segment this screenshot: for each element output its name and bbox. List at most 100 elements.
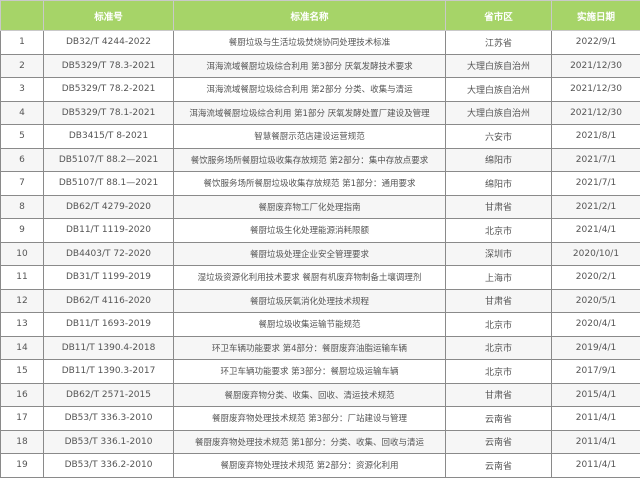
effective-date: 2015/4/1 — [551, 382, 640, 407]
region: 甘肃省 — [445, 194, 552, 219]
header-standard-number: 标准号 — [43, 0, 174, 31]
standard-name: 餐饮服务场所餐厨垃圾收集存放规范 第2部分：集中存放点要求 — [173, 147, 446, 172]
standard-name: 湿垃圾资源化利用技术要求 餐厨有机废弃物制备土壤调理剂 — [173, 265, 446, 290]
table-row: 10 DB4403/T 72-2020 餐厨垃圾处理企业安全管理要求 深圳市 2020/… — [0, 241, 640, 266]
region: 北京市 — [445, 218, 552, 243]
region: 大理白族自治州 — [445, 53, 552, 78]
standard-number: DB5329/T 78.3-2021 — [43, 53, 174, 78]
standard-name: 餐厨废弃物处理技术规范 第2部分：资源化利用 — [173, 453, 446, 478]
region: 北京市 — [445, 359, 552, 384]
standard-name: 餐厨废弃物处理技术规范 第3部分：厂站建设与管理 — [173, 406, 446, 431]
standard-number: DB11/T 1390.3-2017 — [43, 359, 174, 384]
row-index: 4 — [0, 100, 44, 125]
standard-name: 餐厨垃圾厌氧消化处理技术规程 — [173, 288, 446, 313]
standard-number: DB53/T 336.3-2010 — [43, 406, 174, 431]
region: 绵阳市 — [445, 147, 552, 172]
effective-date: 2020/5/1 — [551, 288, 640, 313]
table-body: 1 DB32/T 4244-2022 餐厨垃圾与生活垃圾焚烧协同处理技术标准 江苏省 2… — [0, 30, 640, 478]
table-row: 11 DB31/T 1199-2019 湿垃圾资源化利用技术要求 餐厨有机废弃物制备… — [0, 265, 640, 290]
effective-date: 2021/12/30 — [551, 77, 640, 102]
standard-number: DB3415/T 8-2021 — [43, 124, 174, 149]
region: 甘肃省 — [445, 288, 552, 313]
row-index: 18 — [0, 429, 44, 454]
row-index: 8 — [0, 194, 44, 219]
table-row: 18 DB53/T 336.1-2010 餐厨废弃物处理技术规范 第1部分：分类、收… — [0, 429, 640, 454]
region: 深圳市 — [445, 241, 552, 266]
standard-number: DB5107/T 88.1—2021 — [43, 171, 174, 196]
standard-number: DB62/T 2571-2015 — [43, 382, 174, 407]
table-row: 14 DB11/T 1390.4-2018 环卫车辆功能要求 第4部分：餐厨废弃油脂… — [0, 335, 640, 360]
table-row: 8 DB62/T 4279-2020 餐厨废弃物工厂化处理指南 甘肃省 2021/2/1 — [0, 194, 640, 219]
row-index: 14 — [0, 335, 44, 360]
region: 上海市 — [445, 265, 552, 290]
standard-number: DB53/T 336.1-2010 — [43, 429, 174, 454]
region: 六安市 — [445, 124, 552, 149]
standard-name: 餐厨垃圾生化处理能源消耗限额 — [173, 218, 446, 243]
row-index: 2 — [0, 53, 44, 78]
standard-name: 洱海流域餐厨垃圾综合利用 第1部分 厌氧发酵处置厂建设及管理 — [173, 100, 446, 125]
standard-name: 餐饮服务场所餐厨垃圾收集存放规范 第1部分：通用要求 — [173, 171, 446, 196]
row-index: 17 — [0, 406, 44, 431]
region: 大理白族自治州 — [445, 100, 552, 125]
standard-name: 智慧餐厨示范店建设运营规范 — [173, 124, 446, 149]
effective-date: 2022/9/1 — [551, 30, 640, 55]
row-index: 11 — [0, 265, 44, 290]
effective-date: 2011/4/1 — [551, 453, 640, 478]
region: 云南省 — [445, 429, 552, 454]
standard-number: DB5329/T 78.1-2021 — [43, 100, 174, 125]
header-region: 省市区 — [445, 0, 552, 31]
row-index: 15 — [0, 359, 44, 384]
standard-number: DB31/T 1199-2019 — [43, 265, 174, 290]
standard-name: 洱海流域餐厨垃圾综合利用 第3部分 厌氧发酵技术要求 — [173, 53, 446, 78]
row-index: 12 — [0, 288, 44, 313]
table-row: 19 DB53/T 336.2-2010 餐厨废弃物处理技术规范 第2部分：资源化利… — [0, 453, 640, 478]
standard-number: DB53/T 336.2-2010 — [43, 453, 174, 478]
row-index: 16 — [0, 382, 44, 407]
effective-date: 2021/12/30 — [551, 53, 640, 78]
header-standard-name: 标准名称 — [173, 0, 446, 31]
header-effective-date: 实施日期 — [551, 0, 640, 31]
table-row: 3 DB5329/T 78.2-2021 洱海流域餐厨垃圾综合利用 第2部分 分类、… — [0, 77, 640, 102]
row-index: 13 — [0, 312, 44, 337]
row-index: 1 — [0, 30, 44, 55]
table-row: 17 DB53/T 336.3-2010 餐厨废弃物处理技术规范 第3部分：厂站建设… — [0, 406, 640, 431]
row-index: 19 — [0, 453, 44, 478]
region: 江苏省 — [445, 30, 552, 55]
effective-date: 2020/4/1 — [551, 312, 640, 337]
effective-date: 2011/4/1 — [551, 429, 640, 454]
standard-name: 餐厨废弃物处理技术规范 第1部分：分类、收集、回收与清运 — [173, 429, 446, 454]
standard-number: DB11/T 1693-2019 — [43, 312, 174, 337]
region: 绵阳市 — [445, 171, 552, 196]
table-row: 6 DB5107/T 88.2—2021 餐饮服务场所餐厨垃圾收集存放规范 第2部分… — [0, 147, 640, 172]
table-row: 16 DB62/T 2571-2015 餐厨废弃物分类、收集、回收、清运技术规范 甘肃… — [0, 382, 640, 407]
standard-number: DB5107/T 88.2—2021 — [43, 147, 174, 172]
table-row: 9 DB11/T 1119-2020 餐厨垃圾生化处理能源消耗限额 北京市 2021/4… — [0, 218, 640, 243]
table-row: 7 DB5107/T 88.1—2021 餐饮服务场所餐厨垃圾收集存放规范 第1部分… — [0, 171, 640, 196]
row-index: 5 — [0, 124, 44, 149]
region: 甘肃省 — [445, 382, 552, 407]
standard-name: 餐厨垃圾与生活垃圾焚烧协同处理技术标准 — [173, 30, 446, 55]
standard-name: 环卫车辆功能要求 第3部分：餐厨垃圾运输车辆 — [173, 359, 446, 384]
table-row: 12 DB62/T 4116-2020 餐厨垃圾厌氧消化处理技术规程 甘肃省 2020/… — [0, 288, 640, 313]
table-row: 5 DB3415/T 8-2021 智慧餐厨示范店建设运营规范 六安市 2021/8/1 — [0, 124, 640, 149]
effective-date: 2021/7/1 — [551, 171, 640, 196]
effective-date: 2019/4/1 — [551, 335, 640, 360]
effective-date: 2017/9/1 — [551, 359, 640, 384]
standard-number: DB11/T 1119-2020 — [43, 218, 174, 243]
standard-name: 餐厨废弃物分类、收集、回收、清运技术规范 — [173, 382, 446, 407]
table-row: 2 DB5329/T 78.3-2021 洱海流域餐厨垃圾综合利用 第3部分 厌氧发… — [0, 53, 640, 78]
standard-number: DB62/T 4279-2020 — [43, 194, 174, 219]
table-header-row: 标准号 标准名称 省市区 实施日期 — [0, 0, 640, 31]
effective-date: 2021/4/1 — [551, 218, 640, 243]
effective-date: 2021/8/1 — [551, 124, 640, 149]
standard-number: DB32/T 4244-2022 — [43, 30, 174, 55]
table-row: 4 DB5329/T 78.1-2021 洱海流域餐厨垃圾综合利用 第1部分 厌氧发… — [0, 100, 640, 125]
effective-date: 2021/2/1 — [551, 194, 640, 219]
standard-name: 餐厨废弃物工厂化处理指南 — [173, 194, 446, 219]
standard-name: 餐厨垃圾收集运输节能规范 — [173, 312, 446, 337]
row-index: 7 — [0, 171, 44, 196]
standard-name: 餐厨垃圾处理企业安全管理要求 — [173, 241, 446, 266]
row-index: 3 — [0, 77, 44, 102]
row-index: 6 — [0, 147, 44, 172]
